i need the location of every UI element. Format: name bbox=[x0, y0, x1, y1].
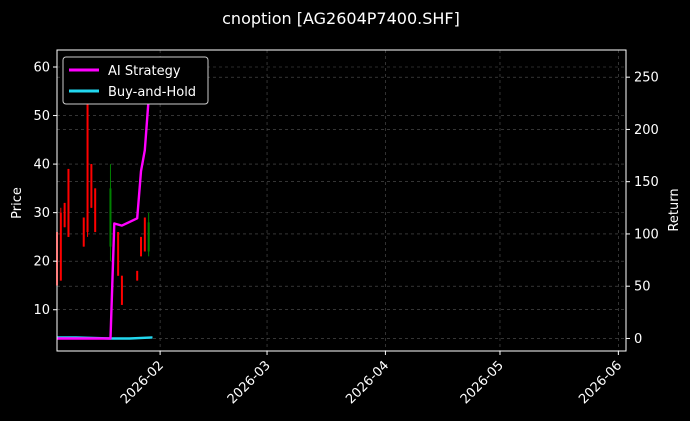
candle-body bbox=[143, 217, 146, 252]
x-tick-label: 2026-03 bbox=[225, 358, 274, 407]
candle-body bbox=[86, 91, 89, 233]
y-tick-label-right: 0 bbox=[634, 332, 642, 347]
candle-body bbox=[90, 164, 93, 208]
plot-frame bbox=[56, 49, 627, 352]
y-tick-label-left: 20 bbox=[33, 255, 50, 270]
y-axis-left: 10 20 30 40 50 60 bbox=[33, 60, 57, 318]
candle-body bbox=[63, 202, 66, 228]
candlesticks bbox=[56, 91, 150, 305]
y-tick-label-left: 40 bbox=[33, 158, 50, 173]
y-tick-label-left: 10 bbox=[33, 303, 50, 318]
y-tick-label-right: 100 bbox=[634, 227, 659, 242]
y-axis-right: 0 50 100 150 200 250 bbox=[626, 71, 659, 347]
x-tick-label: 2026-06 bbox=[576, 358, 625, 407]
y-tick-label-right: 250 bbox=[634, 71, 659, 86]
candle-body bbox=[67, 168, 70, 237]
candle-body bbox=[120, 275, 123, 305]
candle-body bbox=[117, 232, 120, 276]
legend: AI Strategy Buy-and-Hold bbox=[62, 56, 209, 105]
x-tick-label: 2026-04 bbox=[343, 358, 392, 407]
y-tick-label-right: 200 bbox=[634, 123, 659, 138]
y-axis-label-left: Price bbox=[10, 187, 25, 219]
candle-body bbox=[140, 236, 143, 257]
grid bbox=[57, 50, 626, 351]
y-tick-label-left: 50 bbox=[33, 109, 50, 124]
y-tick-label-right: 50 bbox=[634, 280, 651, 295]
x-tick-label: 2026-02 bbox=[118, 358, 167, 407]
x-tick-label: 2026-05 bbox=[458, 358, 507, 407]
legend-label-buy-and-hold: Buy-and-Hold bbox=[108, 85, 196, 100]
y-tick-label-left: 30 bbox=[33, 206, 50, 221]
ai-strategy-line bbox=[57, 61, 154, 340]
candle-body bbox=[82, 217, 85, 247]
legend-box bbox=[62, 56, 209, 105]
chart-title: cnoption [AG2604P7400.SHF] bbox=[222, 9, 460, 28]
candle-body bbox=[136, 270, 139, 281]
candle-body bbox=[94, 188, 97, 233]
x-axis: 2026-02 2026-03 2026-04 2026-05 2026-06 bbox=[118, 351, 625, 407]
legend-label-ai-strategy: AI Strategy bbox=[108, 64, 181, 79]
y-tick-label-right: 150 bbox=[634, 175, 659, 190]
y-tick-label-left: 60 bbox=[33, 60, 50, 75]
candle-body bbox=[59, 212, 62, 281]
candle-body bbox=[109, 188, 112, 247]
y-axis-label-right: Return bbox=[667, 188, 682, 231]
candle-body bbox=[147, 222, 150, 252]
series-lines bbox=[57, 61, 154, 340]
